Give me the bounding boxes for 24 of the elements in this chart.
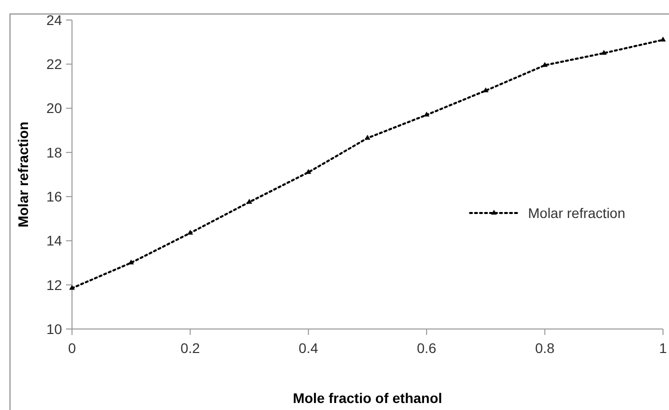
point	[424, 112, 430, 117]
point	[660, 36, 666, 42]
x-axis-title: Mole fractio of ethanol	[292, 390, 442, 406]
x-tick-label: 0.8	[535, 340, 555, 356]
y-tick-label: 14	[46, 232, 62, 249]
x-tick-label: 0.2	[180, 340, 200, 356]
y-tick-label: 22	[46, 56, 62, 72]
legend-label: Molar refraction	[528, 204, 626, 221]
point	[246, 198, 252, 204]
x-tick-label: 0.6	[416, 340, 437, 356]
y-tick-label: 24	[46, 12, 62, 28]
y-axis-title: Molar refraction	[15, 122, 31, 228]
y-tick-label: 16	[46, 188, 62, 204]
point	[69, 284, 75, 290]
point	[364, 134, 370, 140]
point	[187, 230, 194, 235]
x-tick-label: 1	[659, 340, 668, 356]
y-tick-label: 18	[46, 144, 62, 160]
y-tick-label: 10	[46, 320, 62, 337]
x-tick-label: 0	[68, 340, 76, 356]
y-tick-label: 20	[46, 100, 62, 116]
x-tick-label: 0.4	[298, 340, 318, 356]
y-tick-label: 12	[46, 276, 62, 293]
point	[306, 169, 312, 174]
